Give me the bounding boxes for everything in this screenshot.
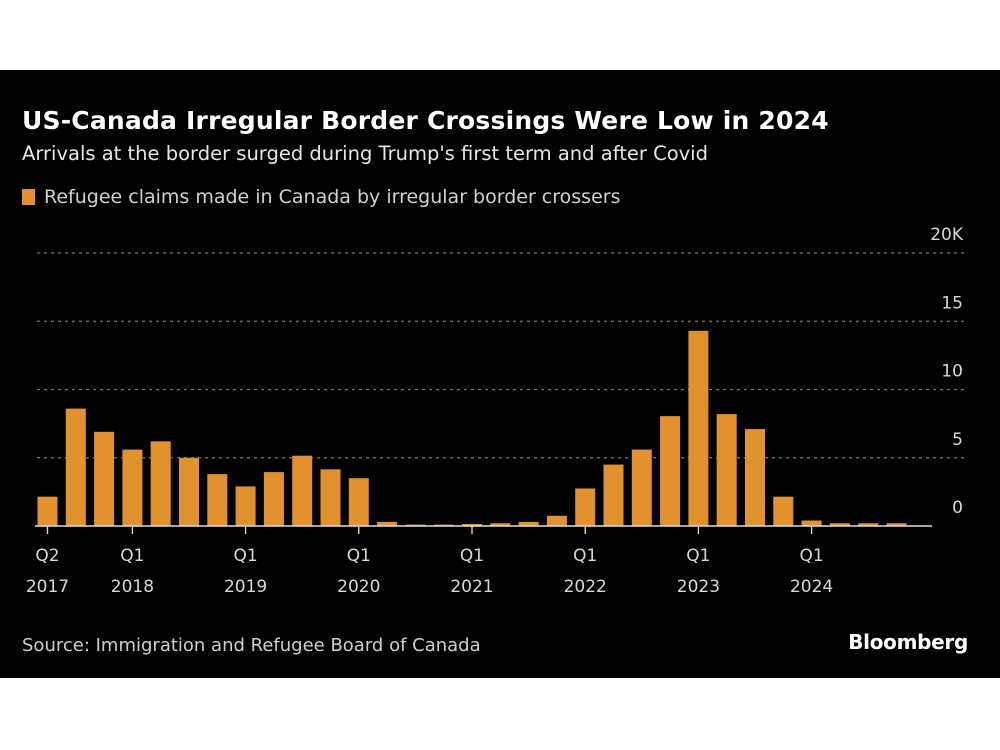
bar-q3-2019 <box>292 455 313 526</box>
bar-q4-2018 <box>207 474 228 526</box>
x-tick-label-quarter: Q2 <box>35 546 59 566</box>
chart-subtitle: Arrivals at the border surged during Tru… <box>22 142 708 165</box>
bar-q1-2022 <box>575 488 596 526</box>
x-tick-label-quarter: Q1 <box>686 546 710 566</box>
bar-q4-2021 <box>546 515 567 526</box>
bar-q1-2019 <box>235 486 256 526</box>
bar-q1-2024 <box>801 520 822 526</box>
bar-q4-2017 <box>94 431 115 526</box>
bar-q2-2017 <box>37 496 58 526</box>
x-tick-label-quarter: Q1 <box>460 546 484 566</box>
bloomberg-logo: Bloomberg <box>848 630 968 654</box>
chart-panel: US-Canada Irregular Border Crossings Wer… <box>0 70 1000 678</box>
legend: Refugee claims made in Canada by irregul… <box>22 186 620 208</box>
y-tick-label: 0 <box>952 498 963 518</box>
bar-q2-2020 <box>377 521 398 526</box>
x-tick-label-quarter: Q1 <box>799 546 823 566</box>
source-note: Source: Immigration and Refugee Board of… <box>22 635 481 656</box>
x-tick-label-year: 2017 <box>26 577 69 597</box>
bar-q2-2019 <box>263 472 284 526</box>
bar-q2-2021 <box>490 523 511 526</box>
x-tick-label-year: 2020 <box>337 577 380 597</box>
x-tick-label-quarter: Q1 <box>347 546 371 566</box>
x-tick-label-year: 2024 <box>790 577 833 597</box>
x-tick-label-year: 2018 <box>111 577 154 597</box>
x-tick-label-year: 2021 <box>450 577 493 597</box>
y-tick-label: 10 <box>941 362 963 382</box>
bar-q2-2023 <box>716 414 737 526</box>
bar-q1-2018 <box>122 449 143 526</box>
bar-q2-2024 <box>829 523 850 526</box>
y-tick-label: 20K <box>930 225 964 245</box>
bar-q1-2020 <box>348 478 369 526</box>
x-tick-label-quarter: Q1 <box>233 546 257 566</box>
bar-q2-2018 <box>150 441 171 526</box>
x-tick-label-year: 2023 <box>677 577 720 597</box>
legend-label: Refugee claims made in Canada by irregul… <box>44 186 621 208</box>
bar-q3-2018 <box>179 457 199 526</box>
bar-q3-2017 <box>65 408 86 526</box>
x-tick-label-year: 2022 <box>564 577 607 597</box>
x-tick-label-quarter: Q1 <box>120 546 144 566</box>
bar-q1-2023 <box>688 330 709 526</box>
bar-q1-2021 <box>462 523 482 526</box>
bar-q4-2024 <box>886 523 907 526</box>
y-tick-label: 5 <box>952 430 963 450</box>
bar-q4-2019 <box>320 469 341 526</box>
bar-q4-2022 <box>660 416 681 526</box>
bar-q3-2022 <box>631 449 652 526</box>
x-tick-label-year: 2019 <box>224 577 267 597</box>
bar-q3-2021 <box>518 521 539 526</box>
bar-q2-2022 <box>603 464 624 526</box>
x-tick-label-quarter: Q1 <box>573 546 597 566</box>
bar-q4-2023 <box>773 496 794 526</box>
legend-swatch <box>22 189 35 205</box>
chart-title: US-Canada Irregular Border Crossings Wer… <box>22 106 829 135</box>
bar-q3-2024 <box>858 523 879 526</box>
bar-q3-2023 <box>745 429 765 526</box>
y-tick-label: 15 <box>941 293 963 313</box>
